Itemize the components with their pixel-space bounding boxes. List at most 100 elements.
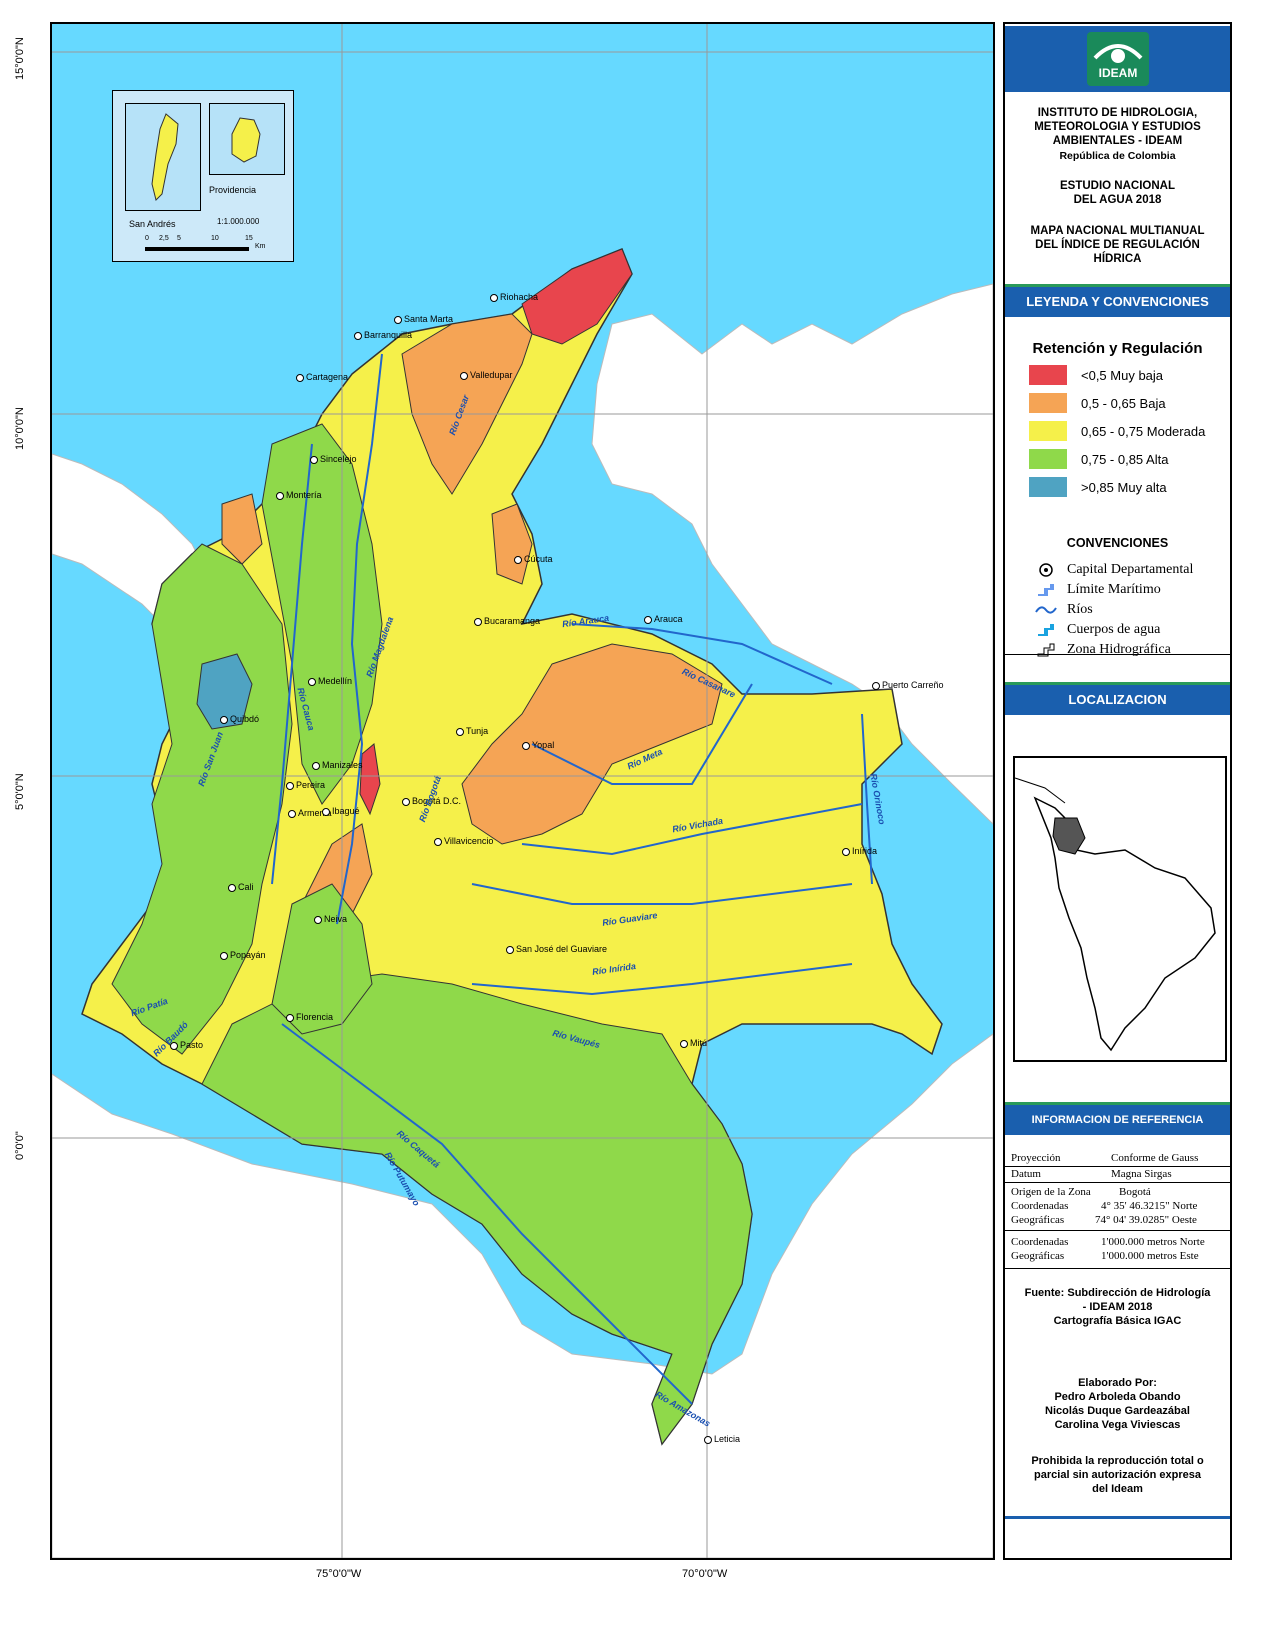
city-label: Bogotá D.C.	[412, 796, 462, 806]
city-label: Manizales	[322, 760, 363, 770]
map-canvas	[52, 24, 993, 1558]
san-andres-box	[125, 103, 201, 211]
capital-marker	[308, 678, 316, 686]
capital-marker	[474, 618, 482, 626]
study-title: ESTUDIO NACIONAL DEL AGUA 2018	[1060, 180, 1175, 206]
city-label: Riohacha	[500, 292, 539, 302]
city-label: Inírida	[852, 846, 878, 856]
institution-name: INSTITUTO DE HIDROLOGIA, METEOROLOGIA Y …	[1034, 107, 1201, 147]
legend-item: 0,75 - 0,85 Alta	[1029, 448, 1168, 470]
legend-item: <0,5 Muy baja	[1029, 364, 1163, 386]
zone-muy-baja-magdalena	[359, 743, 381, 816]
capital-marker	[288, 810, 296, 818]
capital-marker	[228, 884, 236, 892]
city-label: Leticia	[714, 1434, 741, 1444]
map-title: MAPA NACIONAL MULTIANUAL DEL ÍNDICE DE R…	[1030, 225, 1205, 265]
lat-label-10: 10°0'0"N	[14, 407, 26, 450]
convention-item: Zona Hidrográfica	[1035, 640, 1171, 660]
map-frame: San Andrés Providencia 1:1.000.000 0 2,5…	[50, 22, 995, 1560]
capital-marker	[872, 682, 880, 690]
city-label: Mitú	[690, 1038, 708, 1048]
city-label: Cali	[238, 882, 254, 892]
legend-item: 0,65 - 0,75 Moderada	[1029, 420, 1205, 442]
convention-label: Cuerpos de agua	[1067, 622, 1161, 637]
convention-item: Capital Departamental	[1035, 560, 1193, 580]
zone-alta-antioquia	[261, 423, 383, 805]
zone-alta-andes-south	[271, 883, 373, 1035]
capital-marker	[276, 492, 284, 500]
capital-marker	[456, 728, 464, 736]
capital-marker	[286, 1014, 294, 1022]
capital-marker	[296, 374, 304, 382]
reference-bar: INFORMACION DE REFERENCIA	[1005, 1102, 1230, 1135]
city-label: Armenia	[298, 808, 332, 818]
legend-swatch	[1029, 365, 1067, 385]
zone-alta-pacific	[111, 543, 293, 1055]
lon-label-75: 75°0'0"W	[316, 1568, 362, 1580]
city-label: San José del Guaviare	[516, 944, 608, 954]
capital-marker	[434, 838, 442, 846]
city-label: Barranquilla	[364, 330, 413, 340]
authors-text: Elaborado Por: Pedro Arboleda Obando Nic…	[1045, 1377, 1190, 1431]
zone-baja-catatumbo	[491, 503, 533, 585]
maritime-limit-icon	[1035, 581, 1057, 599]
hydro-zone-icon	[1035, 641, 1057, 659]
legend-label: <0,5 Muy baja	[1081, 367, 1164, 383]
city-label: Montería	[286, 490, 322, 500]
capital-marker	[322, 808, 330, 816]
legend-swatch	[1029, 449, 1067, 469]
country-name: República de Colombia	[1059, 150, 1176, 162]
city-label: Bucaramanga	[484, 616, 541, 626]
graticule	[52, 24, 993, 1558]
legend-label: 0,75 - 0,85 Alta	[1081, 451, 1169, 467]
city-label: Pasto	[180, 1040, 204, 1050]
legend-label: >0,85 Muy alta	[1081, 479, 1167, 495]
capital-marker	[310, 456, 318, 464]
city-label: Medellín	[318, 676, 353, 686]
lon-label-70: 70°0'0"W	[682, 1568, 728, 1580]
san-andres-island-shape	[151, 113, 179, 201]
locator-map	[1013, 756, 1227, 1062]
capital-marker	[514, 556, 522, 564]
capital-marker	[680, 1040, 688, 1048]
ecuador-peru-brazil-land	[52, 1033, 993, 1558]
logo-text: IDEAM	[1098, 66, 1138, 80]
islands-inset: San Andrés Providencia 1:1.000.000 0 2,5…	[112, 90, 294, 262]
ideam-eye-icon	[1093, 44, 1143, 63]
legend-title: Retención y Regulación	[1032, 340, 1203, 357]
convention-item: Límite Marítimo	[1035, 580, 1161, 600]
convention-item: Cuerpos de agua	[1035, 620, 1160, 640]
city-label: Pereira	[296, 780, 326, 790]
capital-marker	[314, 916, 322, 924]
water-body-icon	[1035, 621, 1057, 639]
capital-marker	[220, 716, 228, 724]
city-label: Villavicencio	[444, 836, 494, 846]
inset-scale-text: 1:1.000.000	[217, 217, 260, 226]
south-america-outline	[1014, 777, 1216, 1052]
lat-label-15: 15°0'0"N	[14, 37, 26, 80]
ideam-logo: IDEAM	[1005, 26, 1230, 92]
capital-marker	[402, 798, 410, 806]
inset-label-san-andres: San Andrés	[129, 219, 176, 229]
lat-label-0: 0°0'0"	[14, 1131, 26, 1160]
prohibition-text: Prohibida la reproducción total o parcia…	[1031, 1455, 1204, 1495]
capital-marker	[354, 332, 362, 340]
inset-label-providencia: Providencia	[209, 185, 257, 195]
capital-marker	[490, 294, 498, 302]
city-label: Tunja	[466, 726, 489, 736]
capital-marker	[170, 1042, 178, 1050]
legend-swatch	[1029, 421, 1067, 441]
capital-marker	[644, 616, 652, 624]
convention-item: Ríos	[1035, 600, 1093, 620]
legend-label: 0,5 - 0,65 Baja	[1081, 395, 1166, 411]
lat-label-5: 5°0'0"N	[14, 773, 26, 810]
convention-label: Límite Marítimo	[1067, 582, 1161, 597]
inset-scale-bar	[145, 247, 249, 251]
city-label: Sincelejo	[320, 454, 357, 464]
legend-swatch	[1029, 477, 1067, 497]
capital-marker	[394, 316, 402, 324]
city-label: Cartagena	[306, 372, 349, 382]
city-label: Valledupar	[470, 370, 513, 380]
city-label: Arauca	[654, 614, 683, 624]
legend-label: 0,65 - 0,75 Moderada	[1081, 423, 1206, 439]
